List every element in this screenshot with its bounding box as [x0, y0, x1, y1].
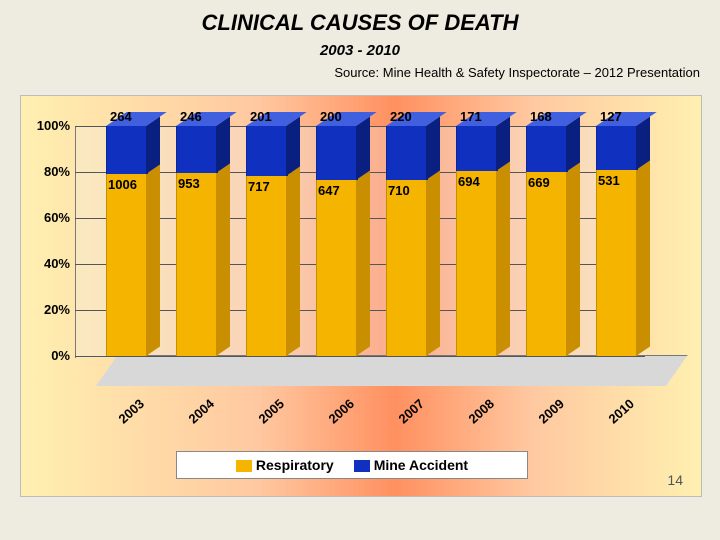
x-axis-label: 2006 — [325, 396, 357, 426]
bar-mine-accident — [526, 126, 568, 172]
bar-respiratory — [596, 170, 638, 356]
bar-mine-accident — [456, 126, 498, 171]
chart-legend: Respiratory Mine Accident — [176, 451, 528, 479]
y-axis-label: 100% — [28, 118, 70, 133]
x-axis-label: 2005 — [255, 396, 287, 426]
value-label-mine-accident: 201 — [250, 109, 272, 124]
value-label-respiratory: 1006 — [108, 177, 137, 192]
x-axis-label: 2008 — [465, 396, 497, 426]
value-label-respiratory: 531 — [598, 173, 620, 188]
bar-mine-accident — [106, 126, 148, 174]
bar-respiratory-side — [146, 164, 160, 356]
bar-respiratory — [316, 180, 358, 356]
bar-respiratory-side — [426, 171, 440, 356]
bar-mine-accident-side — [496, 117, 510, 172]
value-label-mine-accident: 264 — [110, 109, 132, 124]
chart-plot: 0%20%40%60%80%100% 100626495324671720164… — [96, 126, 666, 386]
bar-respiratory — [106, 174, 148, 356]
y-axis-label: 20% — [28, 302, 70, 317]
bar-group: 694171 — [456, 126, 496, 356]
bar-mine-accident-side — [286, 117, 300, 177]
bar-respiratory — [386, 180, 428, 356]
bar-respiratory — [456, 171, 498, 356]
legend-swatch-mine-accident — [354, 460, 370, 472]
bar-group: 647200 — [316, 126, 356, 356]
y-axis-label: 0% — [28, 348, 70, 363]
bar-group: 531127 — [596, 126, 636, 356]
bar-mine-accident — [386, 126, 428, 180]
bar-mine-accident — [596, 126, 638, 170]
x-axis-label: 2004 — [185, 396, 217, 426]
value-label-respiratory: 694 — [458, 174, 480, 189]
value-label-respiratory: 953 — [178, 176, 200, 191]
value-label-respiratory: 710 — [388, 183, 410, 198]
bar-group: 710220 — [386, 126, 426, 356]
bar-respiratory-side — [496, 162, 510, 356]
gridline — [75, 356, 645, 357]
bar-mine-accident — [316, 126, 358, 180]
bar-mine-accident-side — [426, 117, 440, 181]
legend-label-respiratory: Respiratory — [256, 457, 334, 473]
bar-mine-accident-side — [566, 117, 580, 173]
bar-respiratory — [526, 172, 568, 356]
x-axis-label: 2009 — [535, 396, 567, 426]
bar-group: 1006264 — [106, 126, 146, 356]
value-label-mine-accident: 246 — [180, 109, 202, 124]
legend-item-mine-accident: Mine Accident — [354, 457, 468, 473]
legend-label-mine-accident: Mine Accident — [374, 457, 468, 473]
slide-subtitle: 2003 - 2010 — [0, 42, 720, 59]
value-label-respiratory: 669 — [528, 175, 550, 190]
value-label-respiratory: 647 — [318, 183, 340, 198]
bar-mine-accident-side — [146, 117, 160, 174]
page-number: 14 — [667, 472, 683, 488]
value-label-mine-accident: 127 — [600, 109, 622, 124]
bar-group: 717201 — [246, 126, 286, 356]
bar-mine-accident — [176, 126, 218, 173]
bar-mine-accident — [246, 126, 288, 176]
bar-group: 669168 — [526, 126, 566, 356]
value-label-mine-accident: 168 — [530, 109, 552, 124]
chart-container: 0%20%40%60%80%100% 100626495324671720164… — [20, 95, 702, 497]
y-axis-label: 40% — [28, 256, 70, 271]
legend-swatch-respiratory — [236, 460, 252, 472]
x-axis-label: 2007 — [395, 396, 427, 426]
chart-floor — [96, 355, 688, 386]
bar-mine-accident-side — [636, 117, 650, 171]
bar-respiratory — [176, 173, 218, 356]
y-axis-label: 80% — [28, 164, 70, 179]
bar-group: 953246 — [176, 126, 216, 356]
value-label-mine-accident: 171 — [460, 109, 482, 124]
value-label-mine-accident: 200 — [320, 109, 342, 124]
bar-respiratory-side — [566, 163, 580, 356]
bar-respiratory-side — [286, 167, 300, 356]
x-axis-label: 2010 — [605, 396, 637, 426]
legend-item-respiratory: Respiratory — [236, 457, 334, 473]
value-label-respiratory: 717 — [248, 179, 270, 194]
x-axis-label: 2003 — [115, 396, 147, 426]
source-line: Source: Mine Health & Safety Inspectorat… — [0, 65, 720, 80]
slide-root: CLINICAL CAUSES OF DEATH 2003 - 2010 Sou… — [0, 0, 720, 540]
y-axis-label: 60% — [28, 210, 70, 225]
bar-respiratory-side — [356, 171, 370, 356]
bar-respiratory-side — [636, 161, 650, 356]
bar-mine-accident-side — [356, 117, 370, 181]
bar-respiratory — [246, 176, 288, 356]
bar-mine-accident-side — [216, 117, 230, 174]
value-label-mine-accident: 220 — [390, 109, 412, 124]
bar-respiratory-side — [216, 164, 230, 356]
slide-title: CLINICAL CAUSES OF DEATH — [0, 0, 720, 36]
